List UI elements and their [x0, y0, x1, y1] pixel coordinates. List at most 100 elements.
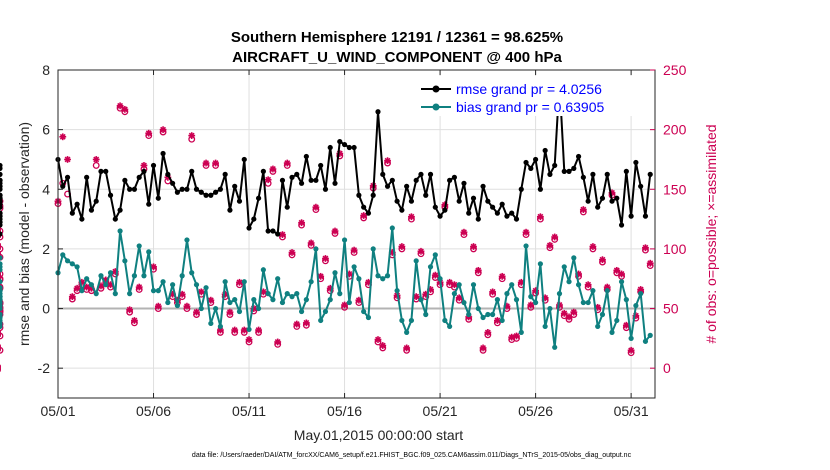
asterisk-stroke [470, 243, 477, 250]
obs-assimilated-point [489, 288, 497, 296]
asterisk-stroke [255, 327, 262, 333]
rmse-point [74, 201, 80, 207]
asterisk-stroke [198, 288, 205, 295]
asterisk-stroke [523, 229, 529, 236]
asterisk-stroke [121, 106, 128, 113]
rmse-point [394, 198, 400, 204]
bias-point [217, 323, 223, 330]
asterisk-stroke [193, 309, 200, 316]
bias-point [356, 276, 362, 282]
asterisk-stroke [260, 288, 267, 295]
rmse-point [509, 210, 515, 216]
chart-title: Southern Hemisphere 12191 / 12361 = 98.6… [231, 29, 563, 46]
bias-point [346, 299, 352, 306]
bias-point [260, 267, 266, 273]
bias-point [518, 329, 524, 335]
rmse-point [88, 207, 95, 213]
obs-assimilated-point [565, 313, 573, 321]
rmse-point [518, 186, 524, 192]
rmse-point [561, 168, 567, 174]
rmse-point [528, 165, 534, 171]
obs-assimilated-point [159, 126, 167, 134]
rmse-point [84, 174, 90, 180]
asterisk-stroke [226, 309, 233, 316]
bias-point [107, 270, 114, 276]
obs-assimilated-point [92, 156, 100, 163]
bias-point [427, 264, 434, 270]
y2-tick-label: 100 [663, 241, 687, 257]
rmse-point [623, 168, 629, 174]
obs-possible-point [0, 204, 4, 212]
bias-point [499, 317, 505, 324]
bias-point [556, 291, 563, 297]
bias-point [0, 317, 3, 324]
asterisk-stroke [98, 282, 104, 289]
rmse-point [0, 231, 3, 237]
asterisk-stroke [599, 256, 606, 263]
rmse-point [604, 171, 610, 177]
asterisk-stroke [289, 249, 295, 256]
obs-assimilated-point [341, 301, 348, 309]
bias-point [112, 291, 118, 297]
rmse-point [470, 195, 477, 201]
bias-point [351, 264, 357, 270]
obs-assimilated-point [642, 244, 649, 252]
rmse-point [642, 213, 649, 219]
rmse-point [399, 207, 405, 213]
asterisk-stroke [150, 263, 157, 270]
obs-assimilated-point [536, 213, 544, 221]
asterisk-stroke [570, 309, 577, 316]
rmse-point [308, 177, 314, 183]
bias-point [399, 317, 405, 324]
asterisk-stroke [566, 313, 572, 320]
bias-point [337, 291, 343, 297]
asterisk-stroke [642, 244, 649, 251]
asterisk-stroke [246, 336, 252, 343]
obs-assimilated-point [470, 243, 477, 250]
asterisk-stroke [461, 229, 467, 236]
rmse-point [647, 171, 653, 177]
rmse-point [146, 201, 152, 207]
bias-point [174, 302, 180, 309]
bias-point [69, 261, 75, 267]
obs-assimilated-point [431, 271, 439, 279]
rmse-point [107, 192, 114, 198]
bias-point [88, 282, 95, 288]
rmse-point [0, 201, 3, 207]
y-tick-label: -2 [38, 360, 51, 376]
rmse-point [141, 168, 147, 174]
bias-point [303, 297, 309, 303]
legend-rmse-marker [432, 85, 440, 93]
bias-point [327, 297, 333, 303]
rmse-point [475, 216, 481, 222]
rmse-point [542, 147, 548, 154]
asterisk-stroke [231, 327, 238, 333]
asterisk-stroke [379, 342, 386, 349]
rmse-point [170, 180, 176, 186]
asterisk-stroke [126, 306, 133, 313]
asterisk-stroke [585, 281, 592, 288]
bias-point [275, 276, 281, 282]
bias-point [623, 297, 629, 303]
obs-assimilated-point [288, 249, 296, 256]
asterisk-stroke [64, 156, 71, 163]
obs-assimilated-point [398, 243, 406, 250]
obs-assimilated-point [360, 212, 368, 219]
asterisk-stroke [351, 247, 358, 254]
obs-assimilated-point [584, 281, 592, 289]
asterisk-stroke [179, 291, 186, 298]
bias-point [585, 299, 591, 306]
obs-assimilated-point [274, 338, 282, 346]
rmse-point [160, 150, 166, 157]
asterisk-stroke [269, 166, 276, 172]
rmse-point [485, 198, 491, 204]
asterisk-stroke [513, 333, 520, 339]
rmse-point [117, 207, 123, 213]
legend-rmse-label: rmse grand pr = 4.0256 [456, 81, 602, 97]
asterisk-stroke [637, 286, 644, 293]
bias-point [170, 282, 176, 288]
obs-possible-point [0, 305, 4, 312]
bias-point [313, 246, 319, 252]
y2-tick-label: 150 [663, 181, 687, 197]
